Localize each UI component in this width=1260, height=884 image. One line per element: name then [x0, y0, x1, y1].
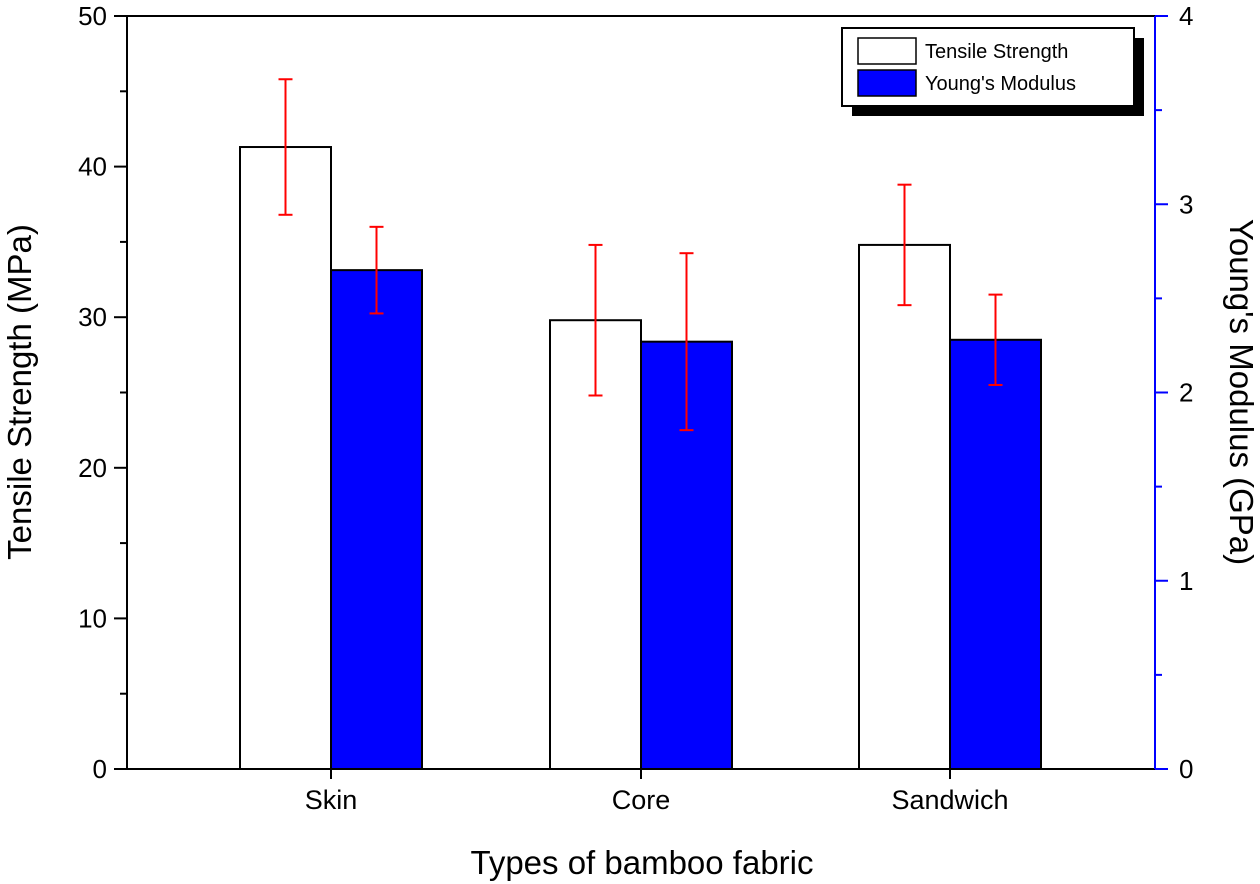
- error-bar-tensile-strength-sandwich: [897, 183, 912, 307]
- axes: 0 10 20 30 40 50 0 1 2 3 4 Skin Core Sandwich: [78, 1, 1193, 815]
- y-tick-label: 0: [93, 754, 107, 784]
- y2-tick-label: 2: [1179, 378, 1193, 408]
- legend-label-tensile-strength: Tensile Strength: [925, 41, 1068, 63]
- x-tick-label-core: Core: [612, 785, 671, 815]
- bar-tensile-strength-skin: [239, 146, 332, 771]
- x-tick-label-skin: Skin: [305, 785, 358, 815]
- error-bar-young-s-modulus-core: [679, 252, 694, 432]
- error-bars: [278, 78, 1003, 432]
- x-axis-title: Types of bamboo fabric: [470, 844, 813, 881]
- error-bar-young-s-modulus-skin: [369, 225, 384, 315]
- y2-tick-label: 0: [1179, 754, 1193, 784]
- y-tick-label: 40: [78, 152, 107, 182]
- error-bar-tensile-strength-skin: [278, 78, 293, 216]
- bar-tensile-strength-sandwich: [858, 243, 951, 771]
- y2-axis-title: Young's Modulus (GPa): [1223, 219, 1260, 565]
- y-axis-title: Tensile Strength (MPa): [1, 224, 38, 560]
- y-tick-label: 20: [78, 453, 107, 483]
- y2-tick-label: 4: [1179, 1, 1193, 31]
- error-bar-tensile-strength-core: [588, 243, 603, 397]
- x-tick-label-sandwich: Sandwich: [891, 785, 1008, 815]
- bars: [239, 146, 1042, 771]
- legend: Tensile Strength Young's Modulus: [841, 27, 1144, 116]
- y2-tick-label: 1: [1179, 566, 1193, 596]
- error-bar-young-s-modulus-sandwich: [988, 293, 1003, 386]
- legend-label-youngs-modulus: Young's Modulus: [925, 73, 1076, 95]
- y-tick-label: 50: [78, 1, 107, 31]
- bar-young-s-modulus-skin: [330, 269, 423, 770]
- y-tick-label: 10: [78, 603, 107, 633]
- legend-swatch-tensile-strength: [857, 37, 917, 65]
- y-tick-label: 30: [78, 302, 107, 332]
- y2-tick-label: 3: [1179, 189, 1193, 219]
- bar-young-s-modulus-sandwich: [949, 338, 1042, 770]
- legend-swatch-youngs-modulus: [857, 69, 917, 97]
